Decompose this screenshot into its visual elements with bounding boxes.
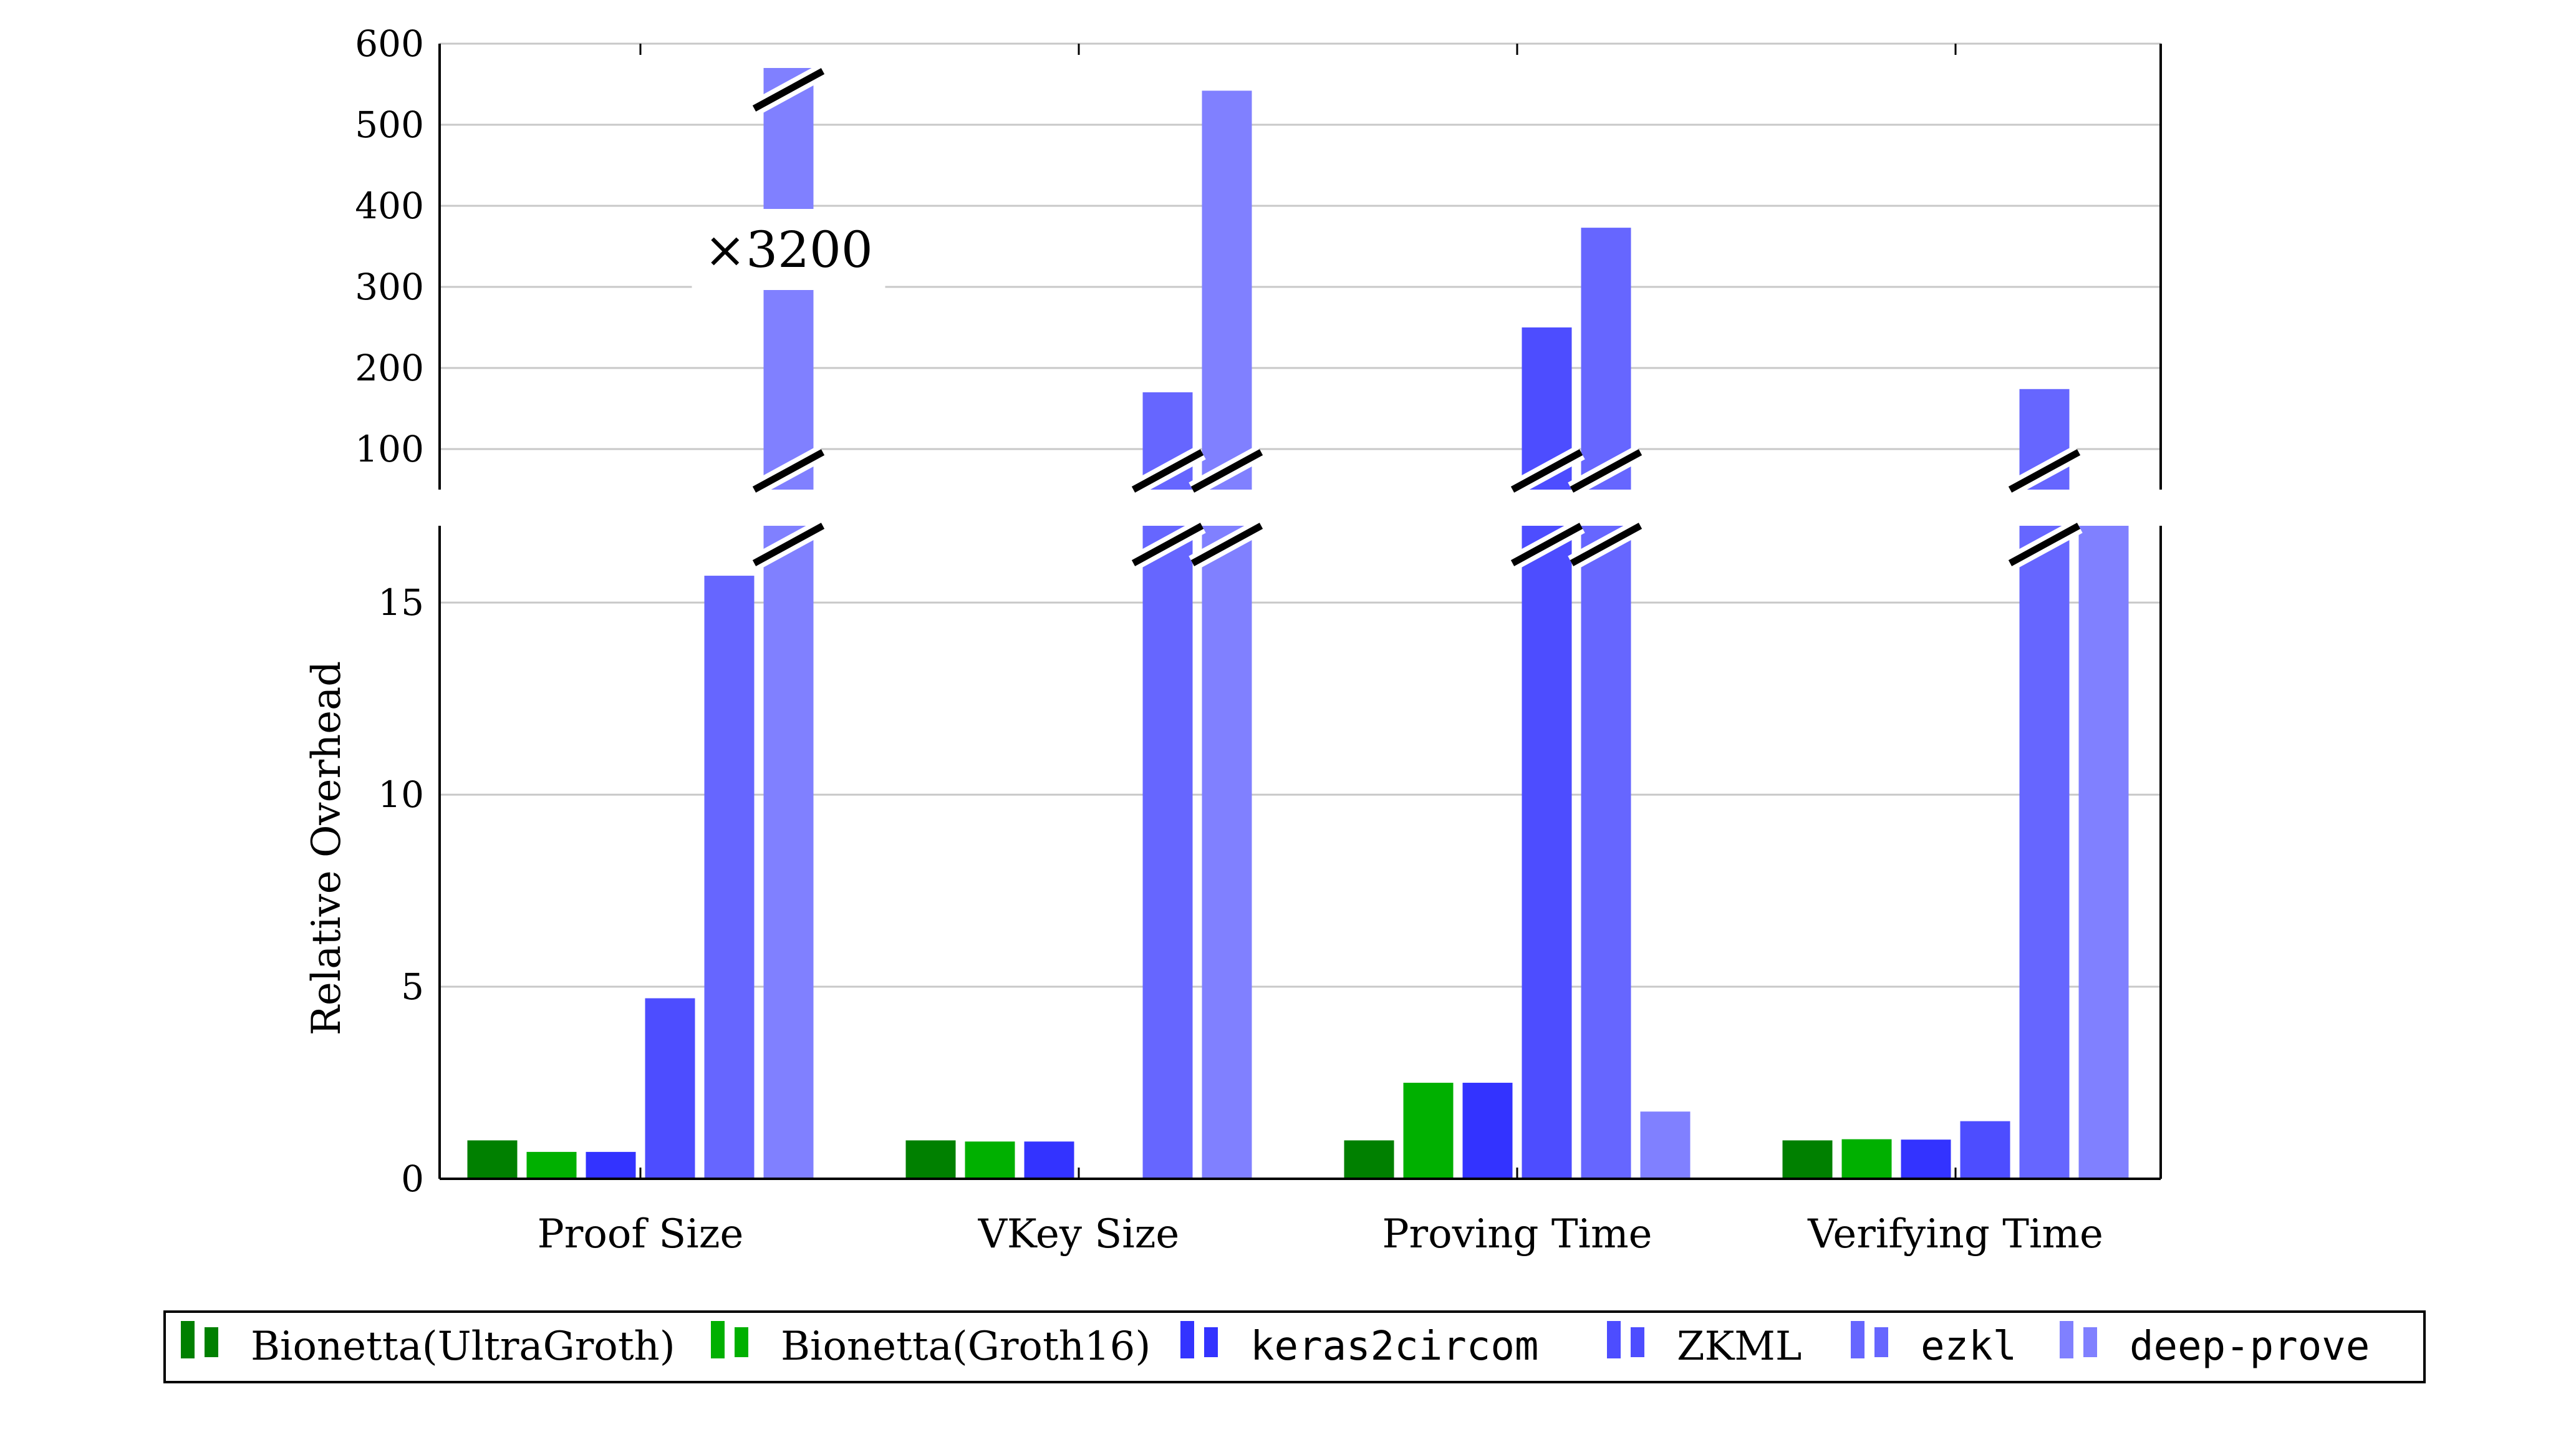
bar <box>586 1151 636 1179</box>
bar <box>526 1151 577 1179</box>
annotation-box <box>692 209 885 290</box>
axis-break-mark <box>1510 523 1583 566</box>
category-labels: Proof Size VKey Size Proving Time Verifying… <box>538 1211 2103 1257</box>
legend-label: Bionetta(UltraGroth) <box>251 1323 675 1370</box>
legend-swatch <box>1631 1327 1644 1357</box>
axis-break-mark <box>1510 449 1583 493</box>
y-tick-labels: 0 5 10 15 100 200 300 400 500 600 <box>355 22 424 1200</box>
axis-break-mark <box>1190 449 1263 493</box>
legend-swatch <box>1607 1321 1621 1358</box>
axis-breaks <box>750 64 2083 571</box>
axis-break-mark <box>752 523 825 566</box>
bar <box>645 998 695 1179</box>
bar <box>1901 1139 1951 1179</box>
bar <box>763 526 814 1179</box>
bar <box>1640 1111 1691 1179</box>
bar <box>1142 526 1193 1179</box>
y-tick-label: 500 <box>355 104 424 146</box>
bar <box>1841 1139 1892 1179</box>
bar <box>965 1141 1015 1179</box>
bar <box>1782 1140 1833 1179</box>
bar <box>1202 526 1252 1179</box>
bar <box>1581 526 1631 1179</box>
axis-break-mark <box>1570 449 1643 493</box>
legend-box <box>163 1310 2426 1383</box>
bar <box>1202 90 1252 490</box>
bar <box>2078 526 2129 1179</box>
axes <box>438 44 2162 1180</box>
y-tick-label: 0 <box>401 1158 424 1200</box>
bar <box>905 1140 956 1179</box>
annotations: ×3200 <box>692 209 885 290</box>
axis-break-mark <box>1131 523 1204 566</box>
bar <box>1522 526 1572 1179</box>
bar <box>1960 1121 2010 1179</box>
y-tick-label: 600 <box>355 22 424 65</box>
legend-swatch <box>205 1327 218 1357</box>
category-label: VKey Size <box>978 1211 1180 1257</box>
bar <box>1403 1083 1454 1179</box>
grid-lines <box>440 42 2161 988</box>
axis-break-mark <box>752 449 825 493</box>
legend: Bionetta(UltraGroth) Bionetta(Groth16) ker… <box>163 1310 2426 1383</box>
bar <box>1462 1083 1513 1179</box>
category-label: Proof Size <box>538 1211 744 1257</box>
category-label: Verifying Time <box>1807 1211 2103 1257</box>
bar <box>467 1140 518 1179</box>
y-tick-label: 15 <box>378 581 424 624</box>
axis-break-mark <box>1131 449 1204 493</box>
axis-break-mark <box>2008 449 2081 493</box>
legend-swatch <box>2060 1321 2073 1358</box>
category-label: Proving Time <box>1382 1211 1652 1257</box>
bar <box>2019 526 2070 1179</box>
legend-label: deep-prove <box>2130 1323 2370 1370</box>
y-tick-label: 400 <box>355 185 424 227</box>
axis-break-mark <box>1570 523 1643 566</box>
axis-break-mark <box>2008 523 2081 566</box>
legend-swatch <box>181 1321 195 1358</box>
legend-swatch <box>2083 1327 2097 1357</box>
y-tick-label: 300 <box>355 266 424 308</box>
bar <box>1344 1140 1394 1179</box>
axis-break-mark <box>752 68 825 112</box>
y-tick-label: 100 <box>355 428 424 470</box>
y-tick-label: 10 <box>378 773 424 816</box>
bar <box>1024 1141 1074 1179</box>
legend-swatch <box>735 1327 748 1357</box>
legend-swatch <box>1851 1321 1864 1358</box>
legend-label: keras2circom <box>1250 1323 1538 1370</box>
legend-swatch <box>1874 1327 1888 1357</box>
legend-swatch <box>1180 1321 1194 1358</box>
legend-label: Bionetta(Groth16) <box>781 1323 1151 1370</box>
legend-label: ezkl <box>1921 1323 2017 1370</box>
legend-swatch <box>711 1321 725 1358</box>
y-tick-label: 5 <box>401 965 424 1008</box>
y-axis-label: Relative Overhead <box>304 661 350 1036</box>
legend-swatch <box>1204 1327 1218 1357</box>
axis-break-mark <box>1190 523 1263 566</box>
bar <box>704 576 755 1179</box>
bar <box>1581 228 1631 490</box>
annotation-label: ×3200 <box>704 221 873 279</box>
bars <box>467 68 2129 1179</box>
legend-label: ZKML <box>1677 1323 1802 1370</box>
y-tick-label: 200 <box>355 347 424 389</box>
